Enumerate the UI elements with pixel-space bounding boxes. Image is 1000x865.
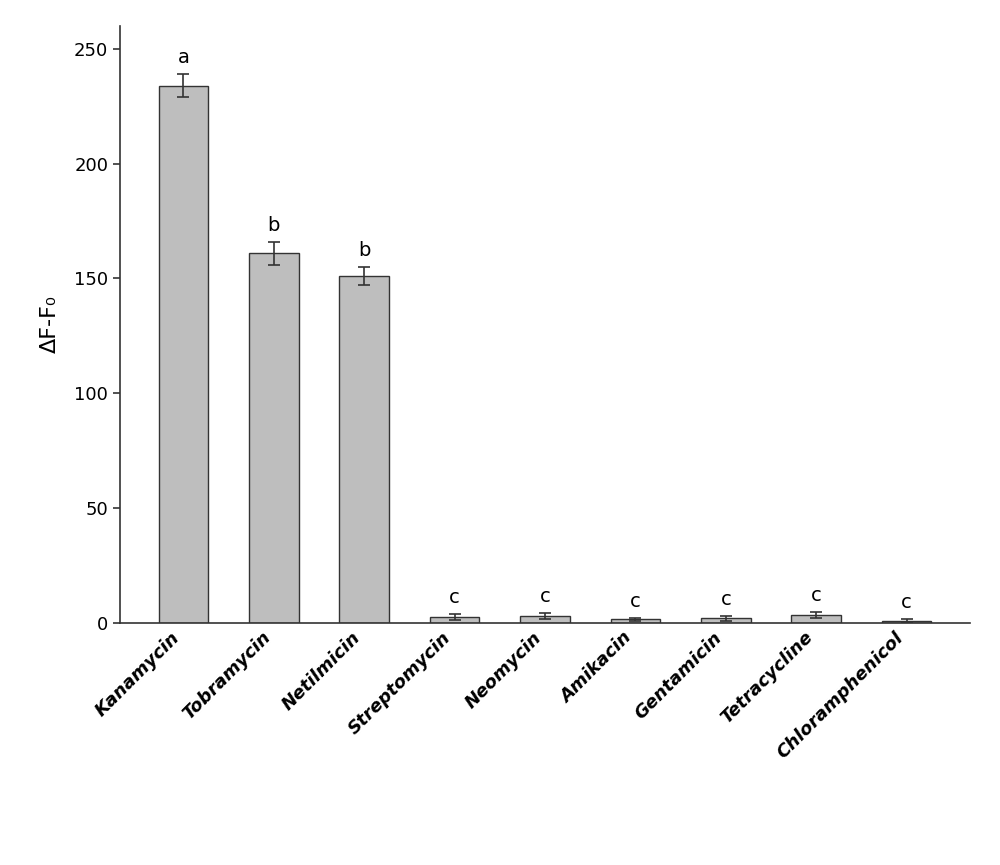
Text: b: b bbox=[358, 241, 370, 260]
Y-axis label: ΔF-F₀: ΔF-F₀ bbox=[40, 296, 60, 353]
Text: c: c bbox=[720, 590, 731, 609]
Bar bbox=[339, 276, 389, 623]
Bar bbox=[249, 253, 299, 623]
Bar bbox=[791, 615, 841, 623]
Text: c: c bbox=[540, 587, 550, 606]
Text: c: c bbox=[811, 586, 822, 606]
Bar bbox=[430, 617, 479, 623]
Bar bbox=[611, 619, 660, 623]
Text: c: c bbox=[630, 592, 641, 611]
Bar bbox=[520, 616, 570, 623]
Text: c: c bbox=[449, 588, 460, 607]
Text: c: c bbox=[901, 593, 912, 612]
Bar bbox=[882, 620, 931, 623]
Text: a: a bbox=[178, 48, 189, 67]
Bar bbox=[159, 86, 208, 623]
Text: b: b bbox=[268, 216, 280, 234]
Bar bbox=[701, 618, 751, 623]
